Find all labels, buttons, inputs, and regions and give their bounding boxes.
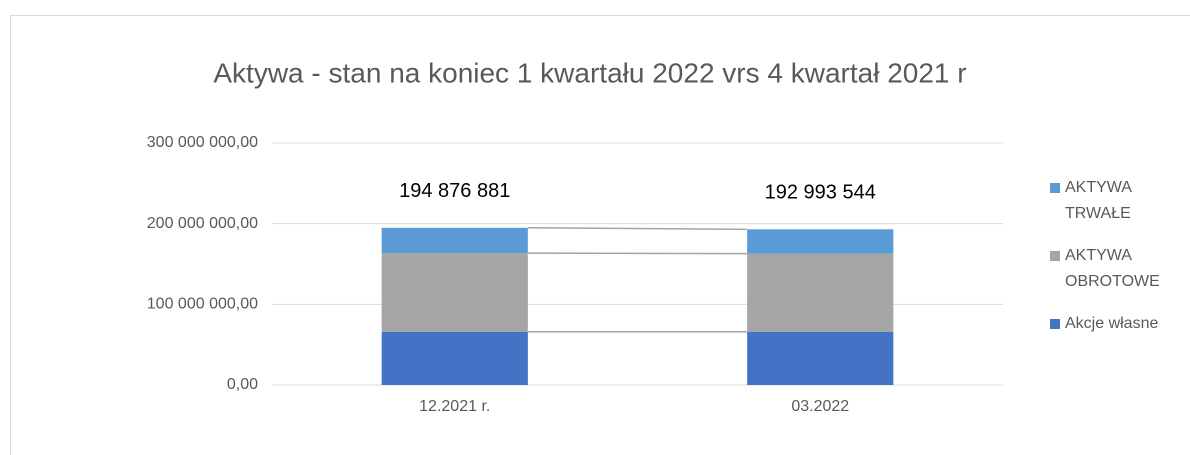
bar-segment bbox=[747, 229, 894, 254]
legend-swatch bbox=[1050, 251, 1060, 261]
total-label: 192 993 544 bbox=[765, 182, 876, 204]
legend-label: AKTYWA TRWAŁE bbox=[1065, 179, 1132, 222]
bar-segment bbox=[747, 331, 894, 385]
total-label: 194 876 881 bbox=[399, 180, 510, 202]
bar-segment bbox=[381, 331, 528, 385]
legend-label: AKTYWA OBROTOWE bbox=[1065, 247, 1160, 290]
chart-frame bbox=[10, 15, 1190, 455]
bar-segment bbox=[381, 227, 528, 254]
series-line bbox=[527, 252, 748, 255]
legend-swatch bbox=[1050, 183, 1060, 193]
bar-segment bbox=[747, 253, 894, 332]
x-tick-label: 03.2022 bbox=[791, 398, 849, 415]
chart-title: Aktywa - stan na koniec 1 kwartału 2022 … bbox=[213, 57, 966, 88]
x-tick-label: 12.2021 r. bbox=[419, 398, 490, 415]
bar-segment bbox=[381, 253, 528, 332]
legend-label: Akcje własne bbox=[1065, 315, 1159, 332]
y-tick-label: 0,00 bbox=[227, 376, 258, 393]
series-line bbox=[527, 227, 748, 231]
legend-swatch bbox=[1050, 319, 1060, 329]
y-tick-label: 100 000 000,00 bbox=[147, 296, 258, 313]
y-tick-label: 300 000 000,00 bbox=[147, 134, 258, 151]
y-tick-label: 200 000 000,00 bbox=[147, 215, 258, 232]
